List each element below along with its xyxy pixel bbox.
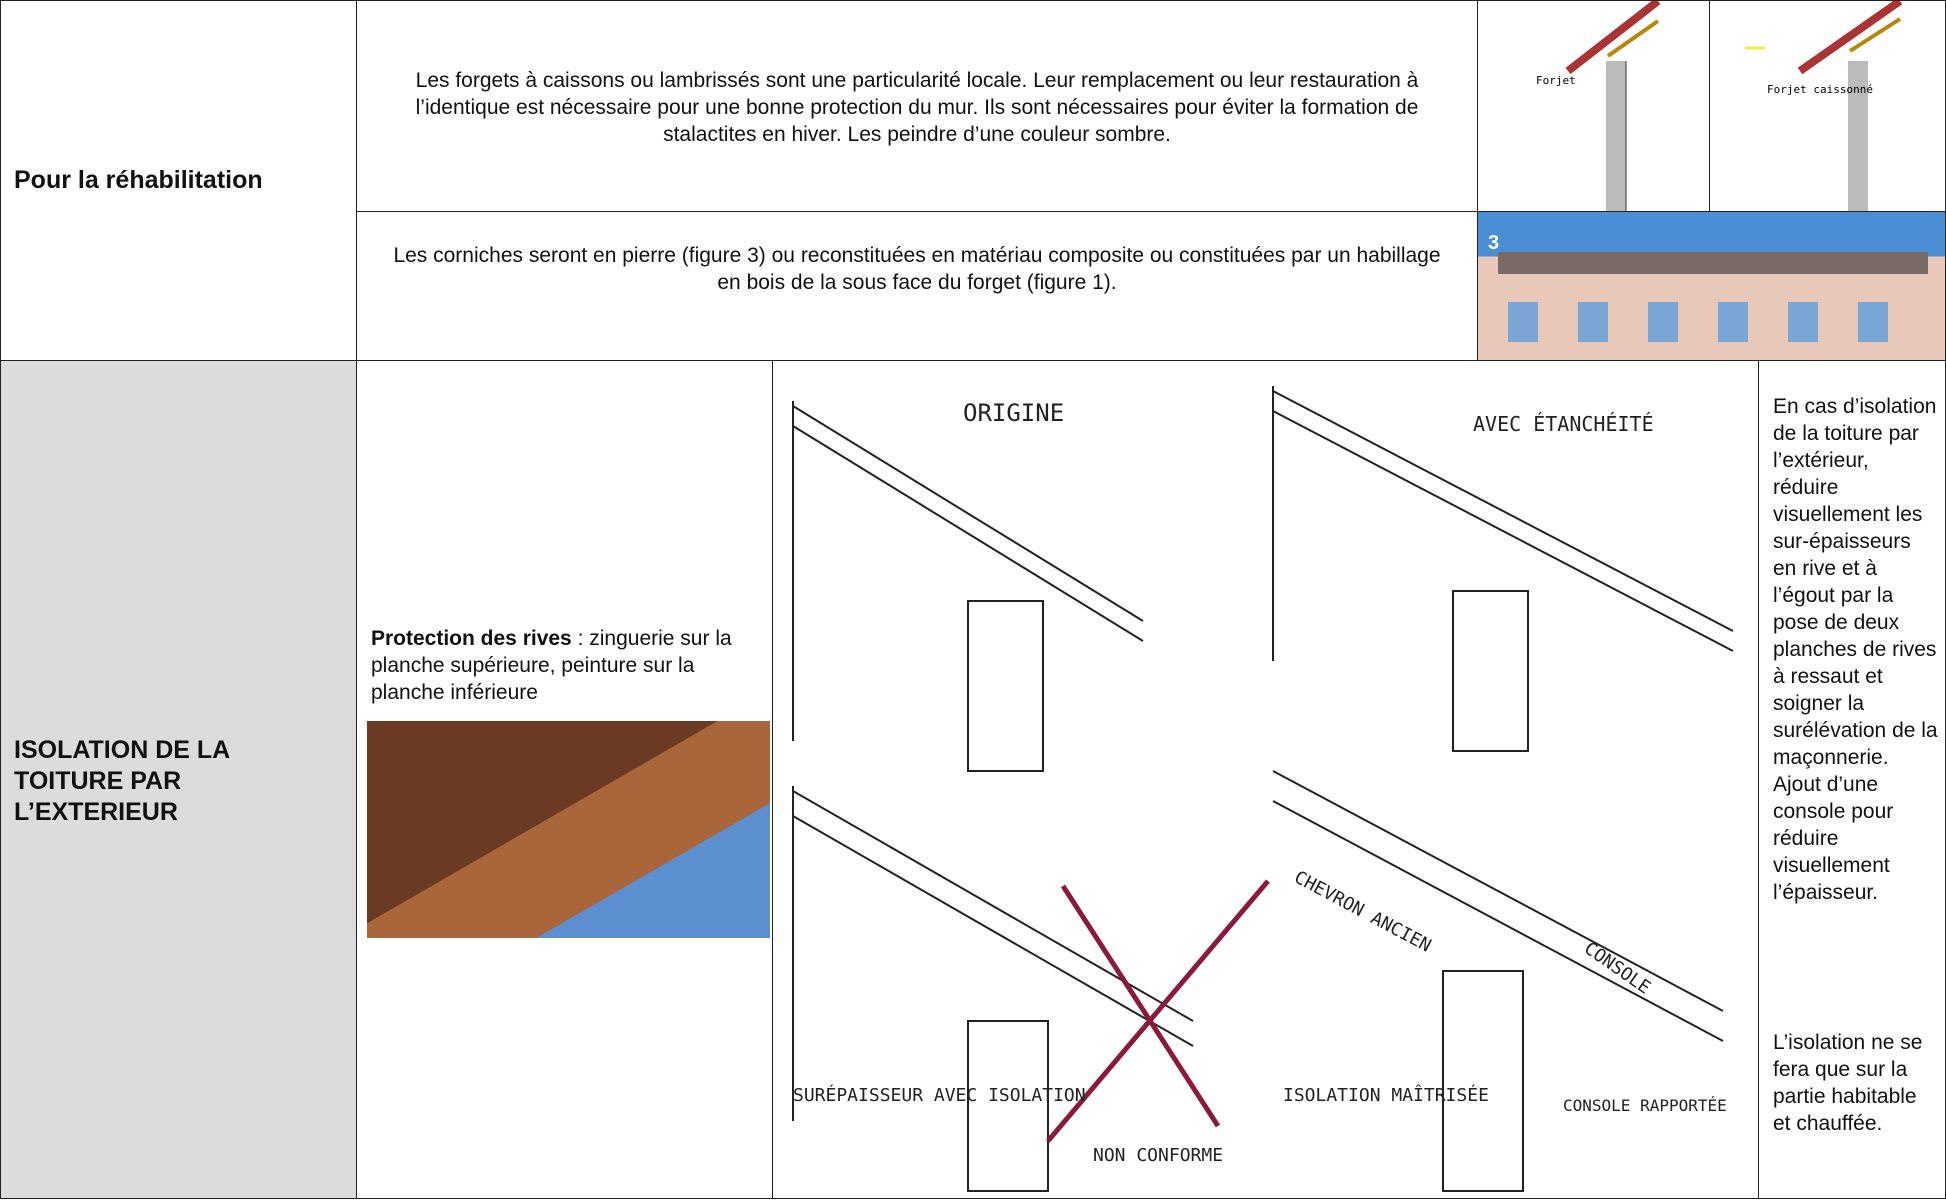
isolation-label: ISOLATION DE LA TOITURE PAR L’EXTERIEUR [14, 736, 230, 826]
photo-number: 3 [1488, 232, 1500, 254]
wall-stroke [1442, 970, 1524, 1192]
isolation-label-cell: ISOLATION DE LA TOITURE PAR L’EXTERIEUR [0, 360, 357, 1199]
figure-forjet: Forjet [1477, 0, 1710, 212]
roof-stroke [1272, 770, 1724, 1042]
roof-stroke [792, 786, 1194, 1121]
roof-stroke [792, 401, 1144, 741]
roof [1565, 0, 1661, 75]
rehab-text-2: Les corniches seront en pierre (figure 3… [393, 244, 1441, 294]
diagram: Forjet caissonné [1745, 0, 1903, 211]
fig-label: Forjet [1536, 74, 1576, 87]
note-cell: En cas d’isolation de la toiture par l’e… [1758, 360, 1946, 1199]
photo-facade: 3 [1477, 211, 1946, 361]
sketch-label: ORIGINE [963, 399, 1064, 427]
wall [1848, 61, 1868, 211]
wall-stroke [967, 600, 1044, 772]
diagram: Forjet [1536, 0, 1661, 211]
sketch-label: CONSOLE RAPPORTÉE [1563, 1096, 1727, 1115]
roof-stroke [1272, 386, 1734, 661]
sketch-cell: ORIGINE AVEC ÉTANCHÉITÉ SURÉPAISSEUR AVE… [772, 360, 1759, 1199]
rehab-label: Pour la réhabilitation [14, 166, 263, 194]
protection-title: Protection des rives [371, 627, 572, 650]
sketch: ORIGINE AVEC ÉTANCHÉITÉ SURÉPAISSEUR AVE… [792, 386, 1734, 1192]
protection-body: : zinguerie sur la planche supérieure, p… [371, 627, 732, 704]
sketch-label: AVEC ÉTANCHÉITÉ [1473, 412, 1654, 436]
sketch-label: CHEVRON ANCIEN [1291, 867, 1435, 957]
sketch-label: ISOLATION MAÎTRISÉE [1283, 1084, 1489, 1106]
roof-band [1498, 252, 1928, 274]
cross [1046, 879, 1270, 1143]
rehab-text-1: Les forgets à caissons ou lambrissés son… [415, 69, 1419, 146]
wall-stroke [1452, 590, 1529, 752]
fig-label: Forjet caissonné [1767, 83, 1873, 96]
sketch-label: SURÉPAISSEUR AVEC ISOLATION [793, 1084, 1086, 1106]
note-2: L’isolation ne se fera que sur la partie… [1773, 1031, 1923, 1135]
windows [1508, 302, 1928, 342]
roof [1797, 0, 1903, 75]
text-cell: Les forgets à caissons ou lambrissés son… [356, 0, 1478, 212]
wall-stroke [967, 1020, 1049, 1192]
sketch-label: NON CONFORME [1093, 1145, 1223, 1166]
wall [1606, 61, 1626, 211]
text-cell: Les corniches seront en pierre (figure 3… [356, 211, 1478, 361]
protection-cell: Protection des rives : zinguerie sur la … [356, 360, 773, 1199]
rafter [1848, 17, 1902, 53]
rafter [1606, 19, 1660, 58]
protection-text: Protection des rives : zinguerie sur la … [371, 625, 761, 706]
figure-forjet-caissonne: Forjet caissonné [1709, 0, 1946, 212]
photo-rive [367, 721, 770, 938]
rehab-label-cell: Pour la réhabilitation [0, 0, 357, 361]
note-1: En cas d’isolation de la toiture par l’e… [1773, 395, 1938, 904]
